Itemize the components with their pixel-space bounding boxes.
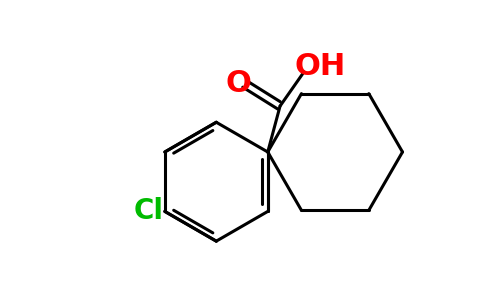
Text: Cl: Cl [134, 197, 164, 225]
Text: OH: OH [294, 52, 346, 80]
Text: O: O [226, 70, 252, 98]
